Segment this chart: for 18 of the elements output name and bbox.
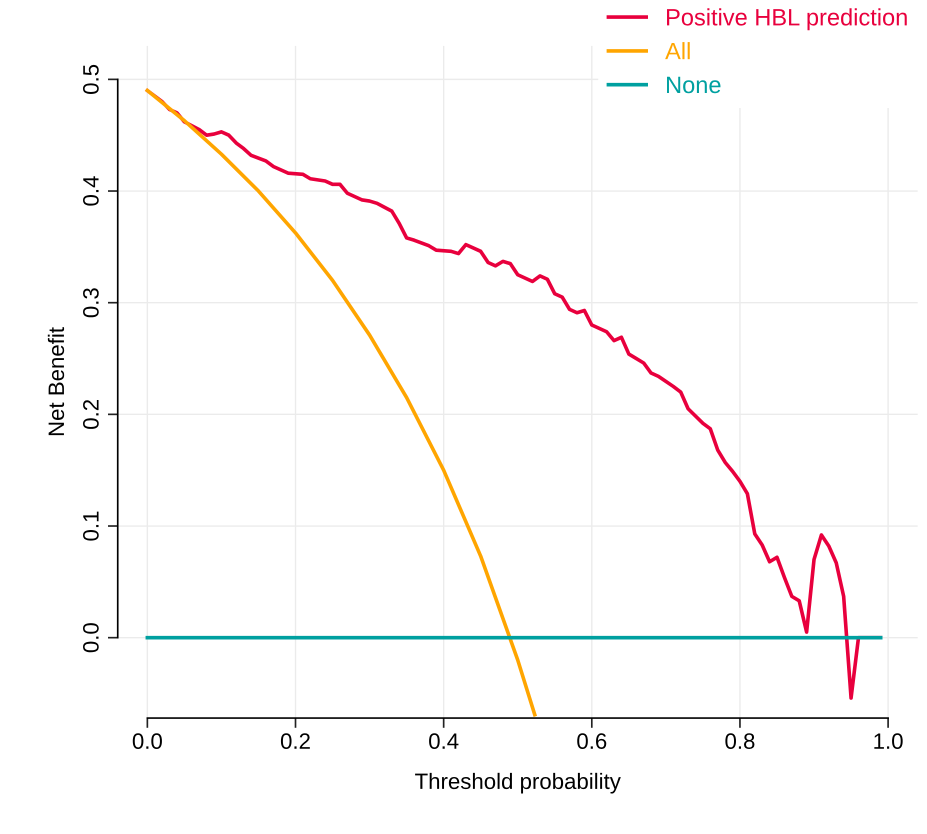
x-axis-title: Threshold probability — [415, 772, 621, 794]
y-tick-label: 0.3 — [83, 288, 99, 318]
y-tick-label: 0.2 — [83, 400, 99, 429]
x-tick-label: 1.0 — [874, 733, 903, 749]
x-tick-label: 0.8 — [725, 733, 754, 749]
y-axis-title: Net Benefit — [48, 327, 64, 436]
legend-label: All — [665, 42, 690, 60]
x-tick-label: 0.4 — [429, 733, 458, 749]
x-tick-label: 0.0 — [132, 733, 162, 749]
legend-label: Positive HBL prediction — [667, 8, 907, 30]
x-tick-label: 0.6 — [577, 733, 606, 749]
y-tick-label: 0.0 — [83, 623, 99, 652]
x-tick-label: 0.2 — [280, 733, 310, 749]
legend-label: None — [667, 76, 720, 94]
y-tick-label: 0.5 — [83, 64, 99, 94]
y-tick-label: 0.1 — [83, 512, 99, 541]
y-tick-label: 0.4 — [83, 176, 99, 206]
line-series — [146, 88, 537, 717]
